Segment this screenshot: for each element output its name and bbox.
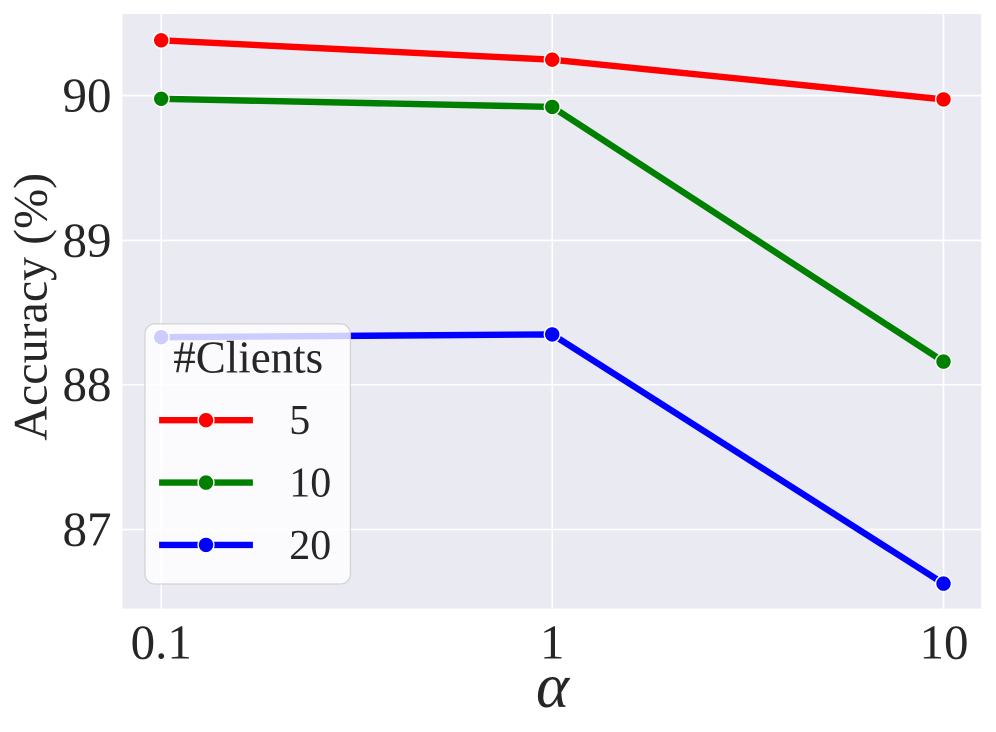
svg-text:5: 5 xyxy=(289,398,310,444)
svg-text:87: 87 xyxy=(63,502,112,557)
svg-text:0.1: 0.1 xyxy=(131,614,192,669)
svg-text:10: 10 xyxy=(289,461,331,507)
svg-text:90: 90 xyxy=(63,68,112,123)
svg-text:1: 1 xyxy=(540,614,565,669)
svg-text:89: 89 xyxy=(63,212,112,267)
svg-text:20: 20 xyxy=(289,523,331,569)
svg-text:10: 10 xyxy=(920,614,969,669)
svg-text:α: α xyxy=(536,651,571,721)
svg-text:Accuracy (%): Accuracy (%) xyxy=(5,173,58,441)
svg-text:88: 88 xyxy=(63,357,112,412)
svg-text:#Clients: #Clients xyxy=(173,332,323,382)
